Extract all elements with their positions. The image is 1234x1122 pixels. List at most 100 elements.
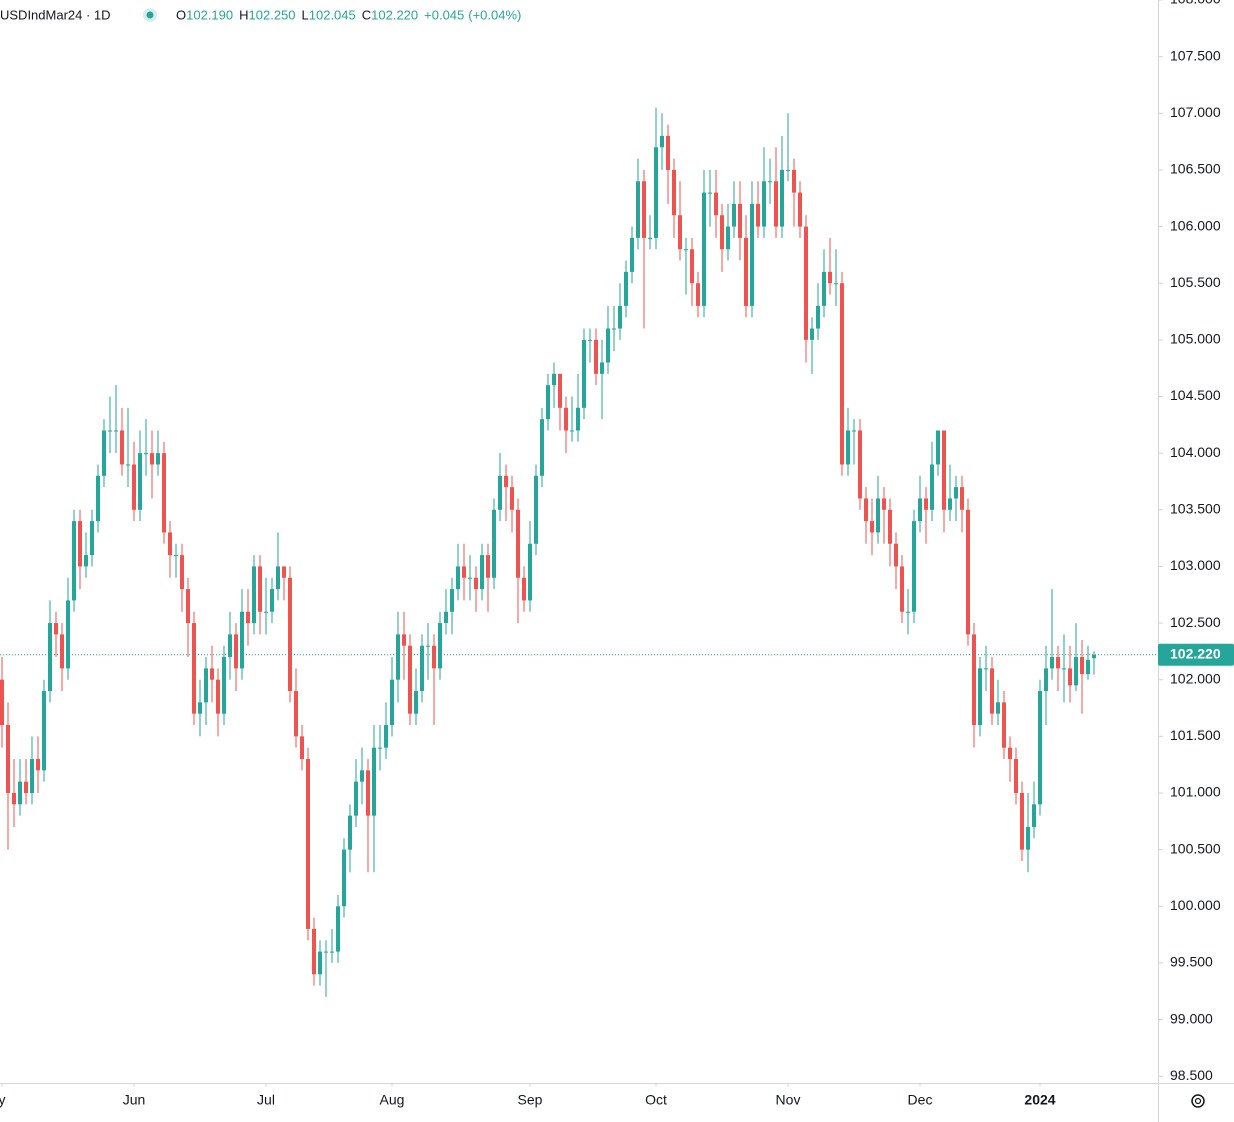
- candle-body: [882, 498, 886, 510]
- candle-body: [978, 668, 982, 726]
- candle-body: [522, 577, 526, 601]
- candle-body: [1044, 668, 1048, 692]
- candle-body: [372, 747, 376, 816]
- candle-body: [252, 566, 256, 624]
- candle-body: [1056, 657, 1060, 669]
- candle-body: [852, 430, 856, 432]
- candle-body: [1080, 657, 1084, 675]
- candle-body: [24, 781, 28, 793]
- candle-body: [696, 283, 700, 306]
- y-tick-label: 101.000: [1170, 784, 1221, 800]
- candle-body: [156, 453, 160, 465]
- candle-body: [1020, 792, 1024, 850]
- candle-body: [462, 566, 466, 578]
- y-tick-label: 99.000: [1170, 1010, 1213, 1026]
- candle-body: [678, 215, 682, 250]
- candle-body: [906, 611, 910, 613]
- candle-body: [150, 453, 154, 465]
- candle-body: [840, 283, 844, 465]
- y-tick-label: 105.000: [1170, 331, 1221, 347]
- candle-body: [780, 169, 784, 227]
- candle-body: [876, 498, 880, 533]
- candle-body: [660, 135, 664, 148]
- candle-body: [36, 759, 40, 771]
- candle-body: [480, 555, 484, 590]
- candle-body: [534, 475, 538, 544]
- candle-body: [144, 453, 148, 455]
- candle-body: [888, 509, 892, 544]
- candle-body: [468, 577, 472, 579]
- y-tick-label: 100.000: [1170, 897, 1221, 913]
- candle-body: [30, 759, 34, 793]
- candle-body: [984, 668, 988, 670]
- candle-body: [564, 407, 568, 431]
- candle-body: [162, 453, 166, 533]
- last-price-tag: [1158, 643, 1234, 666]
- settings-icon[interactable]: [1191, 1094, 1205, 1108]
- candle-body: [336, 906, 340, 952]
- candle-body: [384, 725, 388, 748]
- y-tick-label: 98.500: [1170, 1067, 1213, 1083]
- candle-body: [318, 951, 322, 975]
- candle-body: [828, 271, 832, 284]
- candle-body: [306, 759, 310, 929]
- candle-body: [78, 521, 82, 567]
- legend-value: 102.190: [186, 7, 233, 22]
- candle-body: [234, 634, 238, 669]
- candle-body: [762, 181, 766, 227]
- y-tick-label: 103.500: [1170, 500, 1221, 516]
- candle-body: [66, 600, 70, 669]
- candle-body: [330, 951, 334, 953]
- y-tick-label: 106.500: [1170, 161, 1221, 177]
- candle-body: [396, 634, 400, 680]
- candle-body: [702, 192, 706, 306]
- candle-body: [294, 691, 298, 737]
- candle-body: [918, 498, 922, 522]
- candle-body: [510, 487, 514, 510]
- candle-body: [756, 203, 760, 227]
- candle-body: [618, 305, 622, 329]
- candle-body: [738, 203, 742, 238]
- candle-body: [120, 430, 124, 465]
- candle-body: [84, 555, 88, 567]
- candle-body: [636, 181, 640, 238]
- candle-body: [1068, 668, 1072, 686]
- y-tick-label: 100.500: [1170, 840, 1221, 856]
- candle-body: [228, 634, 232, 658]
- candle-body: [12, 792, 16, 805]
- candle-body: [810, 328, 814, 340]
- candle-body: [174, 555, 178, 557]
- candle-body: [48, 623, 52, 692]
- legend-label: H: [239, 7, 248, 22]
- candle-body: [528, 543, 532, 601]
- legend-label: L: [302, 7, 309, 22]
- legend-change: +0.045: [424, 7, 464, 22]
- candle-body: [264, 611, 268, 613]
- candle-body: [108, 430, 112, 432]
- candle-body: [582, 339, 586, 408]
- candle-body: [606, 328, 610, 363]
- candle-body: [486, 555, 490, 578]
- candle-body: [276, 566, 280, 590]
- legend-value: 102.220: [371, 7, 418, 22]
- legend-label: C: [362, 7, 371, 22]
- candle-body: [684, 249, 688, 251]
- candle-body: [270, 589, 274, 612]
- y-tick-label: 107.500: [1170, 47, 1221, 63]
- candle-body: [210, 668, 214, 680]
- candle-body: [552, 373, 556, 386]
- candle-body: [900, 566, 904, 612]
- candle-body: [996, 702, 1000, 714]
- gear-hub: [1194, 1097, 1202, 1105]
- candle-body: [198, 702, 202, 714]
- candle-body: [972, 634, 976, 726]
- y-tick-label: 106.000: [1170, 217, 1221, 233]
- candle-body: [414, 691, 418, 714]
- candle-body: [180, 555, 184, 590]
- legend-value: 102.045: [309, 7, 356, 22]
- candle-body: [798, 192, 802, 227]
- candle-body: [516, 509, 520, 578]
- candle-body: [138, 453, 142, 510]
